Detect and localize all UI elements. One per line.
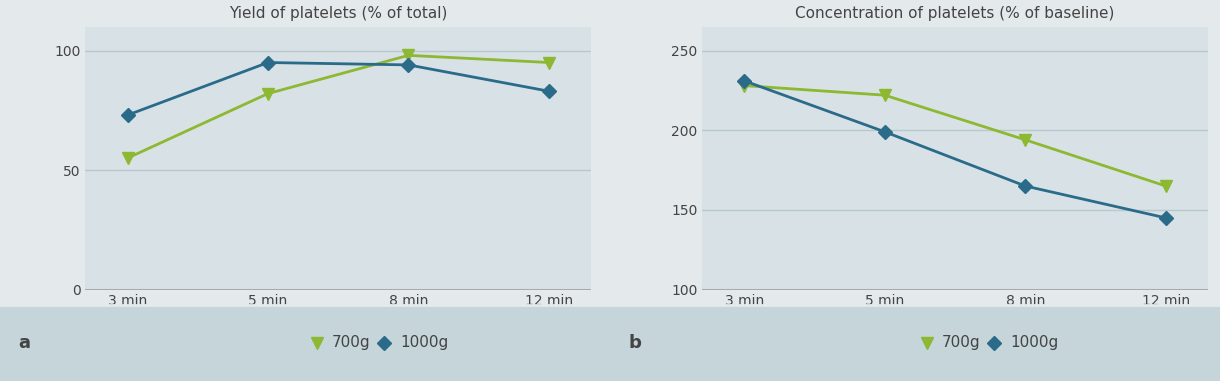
Text: 1000g: 1000g — [400, 335, 449, 351]
Text: 1000g: 1000g — [1010, 335, 1059, 351]
Text: 700g: 700g — [942, 335, 981, 351]
Text: 700g: 700g — [332, 335, 371, 351]
Title: Concentration of platelets (% of baseline): Concentration of platelets (% of baselin… — [795, 6, 1115, 21]
Text: b: b — [628, 334, 642, 352]
Text: a: a — [18, 334, 31, 352]
Title: Yield of platelets (% of total): Yield of platelets (% of total) — [229, 6, 448, 21]
